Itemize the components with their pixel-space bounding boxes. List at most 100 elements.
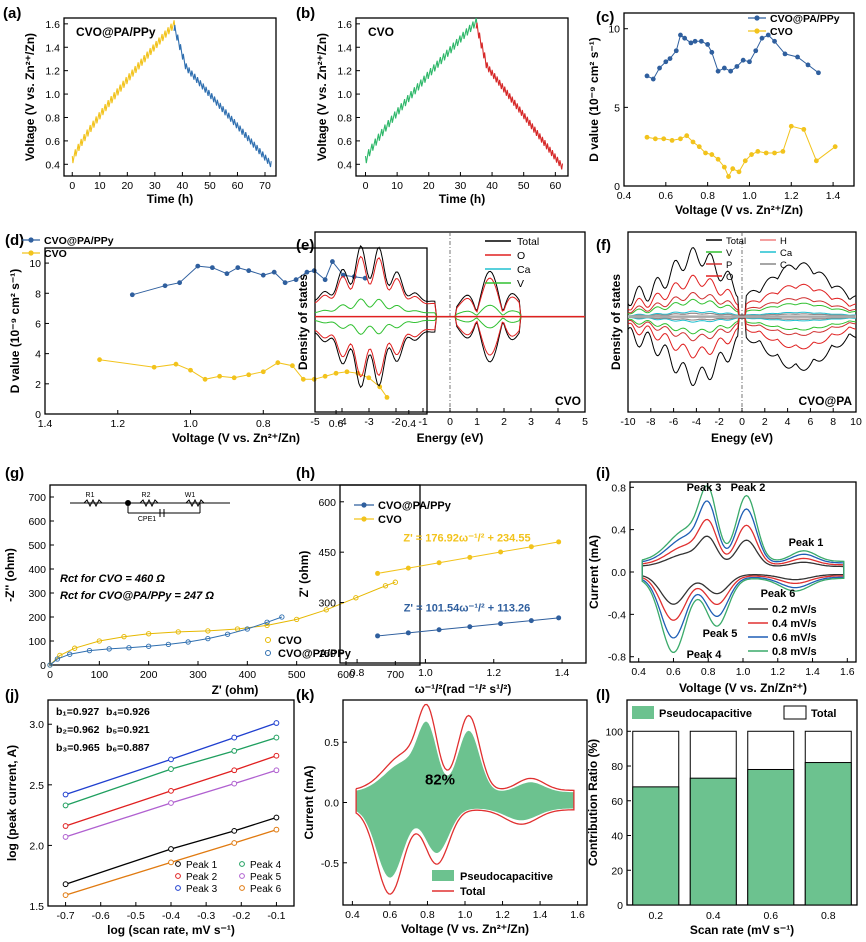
data-point — [669, 137, 675, 143]
x-tick-label: 1.4 — [826, 190, 841, 202]
x-tick-label: 40 — [177, 180, 189, 192]
legend-label: 0.6 mV/s — [772, 632, 817, 644]
x-axis-label: Enegy (eV) — [711, 431, 773, 445]
y-tick-label: 0 — [35, 409, 41, 421]
x-tick-label: 1.4 — [38, 418, 53, 430]
data-point — [436, 560, 442, 566]
y-tick-label: 5 — [614, 102, 620, 114]
y-tick-label: 500 — [28, 540, 46, 552]
data-point — [282, 280, 288, 286]
panel-annotation: CVO@PA/PPy — [76, 25, 156, 39]
x-tick-label: 4 — [555, 416, 561, 428]
panel-h: (h) 0.8 1.0 1.2 1.4 150 300 450 600 ω⁻¹/²(rad ⁻¹/… — [296, 465, 587, 696]
legend-marker — [175, 861, 181, 867]
x-tick-label: 0.4 — [631, 666, 646, 678]
data-point — [146, 643, 152, 649]
panel-label: (b) — [296, 5, 315, 22]
y-tick-label: 150 — [318, 648, 336, 660]
legend-label: Peak 2 — [186, 872, 218, 883]
peak-label: Peak 5 — [703, 628, 738, 640]
x-tick-label: 1.0 — [742, 190, 757, 202]
y-tick-label: 2.0 — [29, 840, 44, 852]
data-point — [177, 280, 183, 286]
panel-label: (c) — [596, 9, 614, 26]
x-tick-label: -2 — [715, 416, 724, 428]
y-tick-label: 1.2 — [45, 66, 60, 78]
warburg-w1 — [185, 498, 205, 508]
panel-label: (a) — [3, 5, 21, 22]
data-point — [231, 375, 237, 381]
panel-label: (j) — [5, 687, 19, 704]
legend-label: Peak 4 — [250, 860, 282, 871]
data-point — [279, 614, 285, 620]
data-point — [168, 846, 174, 852]
peak-label: Peak 6 — [761, 588, 796, 600]
legend-marker — [239, 885, 245, 891]
data-point — [62, 823, 69, 829]
x-tick-label: -0.5 — [127, 910, 145, 922]
data-point — [759, 35, 765, 41]
data-point — [323, 607, 329, 613]
cv-curve — [641, 485, 845, 654]
x-axis-label: Time (h) — [147, 192, 193, 206]
data-point — [772, 38, 777, 44]
data-point — [322, 373, 328, 379]
x-axis-label: log (scan rate, mV s⁻¹) — [107, 923, 235, 937]
y-tick-label: 0.4 — [337, 159, 352, 171]
legend-label: CVO — [770, 26, 793, 38]
y-tick-label: 1.5 — [29, 901, 44, 913]
plot-frame — [355, 17, 569, 177]
data-point — [782, 51, 788, 57]
data-point — [273, 720, 280, 726]
data-point — [146, 631, 152, 637]
data-point — [205, 635, 211, 642]
discharge-curve — [475, 22, 564, 170]
legend-marker — [265, 637, 271, 643]
data-point — [126, 645, 132, 651]
x-tick-label: 70 — [259, 180, 271, 192]
data-point — [747, 59, 752, 65]
y-tick-label: 700 — [28, 492, 46, 504]
x-tick-label: 500 — [288, 669, 306, 681]
data-point — [528, 618, 534, 624]
data-point — [382, 583, 389, 589]
fit-line — [65, 829, 277, 896]
data-point — [703, 150, 708, 156]
y-tick-label: 80 — [611, 761, 623, 773]
data-point — [275, 360, 281, 366]
x-tick-label: 30 — [149, 180, 161, 192]
data-point — [698, 38, 704, 44]
x-tick-label: -4 — [337, 416, 346, 428]
plot-frame — [63, 17, 277, 177]
data-point — [185, 639, 191, 645]
y-tick-label: 0.4 — [611, 525, 626, 537]
data-point — [384, 395, 390, 400]
data-point — [271, 269, 277, 275]
x-tick-label: 2 — [501, 416, 507, 428]
data-point — [67, 651, 73, 657]
data-point — [772, 150, 777, 156]
data-point — [202, 376, 208, 382]
x-tick-label: 0 — [739, 416, 745, 428]
peak-label: Peak 2 — [731, 482, 766, 494]
data-point — [235, 265, 241, 271]
discharge-curve — [173, 24, 272, 168]
series-line — [99, 359, 388, 398]
y-tick-label: 0 — [617, 900, 623, 912]
data-point — [231, 767, 238, 774]
data-point — [684, 133, 690, 139]
rct-annotation: Rct for CVO = 460 Ω — [60, 573, 165, 585]
legend-label: Peak 6 — [250, 884, 282, 895]
data-point — [168, 800, 174, 806]
b-value-label: b₄=0.926 — [106, 706, 150, 718]
x-axis-label: Voltage (V vs. Zn²⁺/Zn) — [675, 203, 803, 217]
data-point — [300, 376, 306, 382]
y-tick-label: 0.8 — [611, 482, 626, 494]
y-tick-label: 0.4 — [45, 159, 60, 171]
data-point — [678, 32, 683, 38]
y-axis-label: Z' (ohm) — [297, 551, 311, 598]
panel-label: (g) — [5, 465, 24, 482]
legend-marker — [239, 873, 245, 879]
data-point — [231, 734, 238, 741]
panel-label: (i) — [596, 465, 610, 482]
